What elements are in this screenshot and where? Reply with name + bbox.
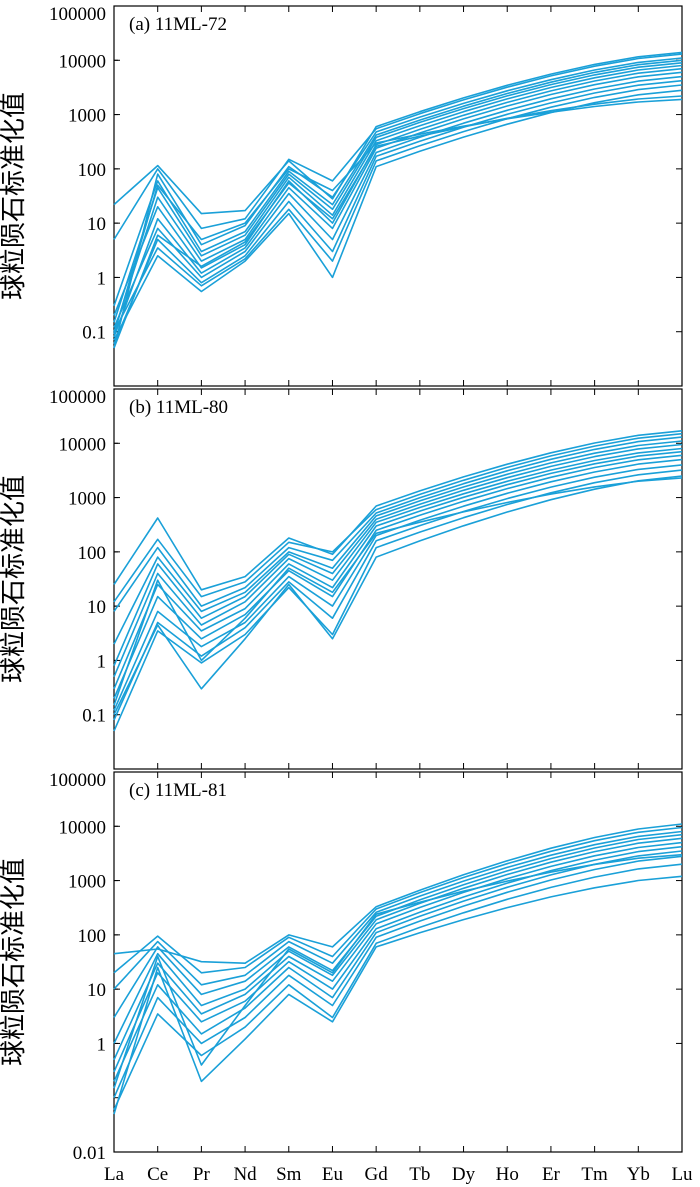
- series-line-4: [113, 833, 683, 1018]
- series-line-8: [113, 850, 683, 1082]
- y-tick-label: 1: [97, 651, 107, 672]
- series-line-12: [113, 89, 683, 341]
- y-axis-label: 球粒陨石标准化值: [0, 858, 28, 1066]
- series-lines: [113, 823, 683, 1115]
- series-line-2: [113, 432, 683, 603]
- series-line-12: [113, 475, 683, 716]
- series-line-5: [113, 443, 683, 667]
- series-line-8: [113, 71, 683, 338]
- y-axis-label: 球粒陨石标准化值: [0, 92, 28, 300]
- series-line-6: [113, 447, 683, 678]
- y-tick-label: 100: [78, 160, 107, 181]
- y-tick-label: 100: [78, 926, 107, 947]
- panel-label: (c) 11ML-81: [129, 780, 227, 801]
- plot-frame: [113, 5, 683, 387]
- y-tick-label: 100000: [49, 4, 106, 25]
- x-tick-label: Eu: [322, 1164, 344, 1185]
- x-tick-label: La: [104, 1164, 125, 1185]
- chart-panel-2: 100000 10000 1000 100 10 1 0.1 (b) 11ML-80 球粒陨石标…: [0, 387, 683, 770]
- y-tick-label: 0.1: [82, 706, 106, 727]
- plot-frame: [113, 771, 683, 1153]
- series-line-2: [113, 53, 683, 240]
- y-tick-label: 10000: [59, 434, 107, 455]
- x-tick-label: Pr: [193, 1164, 211, 1185]
- series-line-10: [113, 863, 683, 1111]
- panel-label: (a) 11ML-72: [129, 14, 227, 35]
- series-line-7: [113, 845, 683, 1073]
- x-tick-label: Dy: [452, 1164, 476, 1185]
- chart-panels: 100000 10000 1000 100 10 1 0.1 (a) 11ML-72 球粒陨石标…: [0, 4, 693, 1185]
- series-line-12: [113, 853, 683, 1089]
- x-tick-label: Tm: [581, 1164, 608, 1185]
- series-line-9: [113, 855, 683, 1099]
- chart-panel-1: 100000 10000 1000 100 10 1 0.1 (a) 11ML-72 球粒陨石标…: [0, 4, 683, 387]
- x-tick-label: Tb: [409, 1164, 430, 1185]
- series-line-11: [113, 84, 683, 333]
- series-line-9: [113, 75, 683, 328]
- series-line-1: [113, 51, 683, 215]
- y-tick-label: 10000: [59, 51, 107, 72]
- series-line-11: [113, 469, 683, 732]
- chart-panel-3: 100000 10000 1000 100 10 1 0.01 (c) 11ML-81 球粒陨石…: [0, 770, 693, 1185]
- series-line-3: [113, 830, 683, 990]
- y-tick-label: 100: [78, 543, 107, 564]
- x-tick-label: Yb: [627, 1164, 650, 1185]
- x-tick-label: Lu: [671, 1164, 693, 1185]
- series-line-7: [113, 67, 683, 316]
- x-tick-label: Nd: [233, 1164, 257, 1185]
- series-line-1: [113, 430, 683, 591]
- series-line-10: [113, 464, 683, 721]
- x-tick-label: Ho: [496, 1164, 519, 1185]
- series-line-4: [113, 440, 683, 645]
- series-line-6: [113, 841, 683, 1061]
- y-tick-label: 0.1: [82, 323, 106, 344]
- y-tick-label: 10: [87, 214, 106, 235]
- series-line-3: [113, 57, 683, 349]
- series-line-11: [113, 875, 683, 1115]
- x-tick-label: Sm: [276, 1164, 302, 1185]
- y-tick-label: 100000: [49, 387, 106, 408]
- series-line-5: [113, 62, 683, 323]
- series-line-5: [113, 837, 683, 1044]
- y-tick-label: 1000: [68, 872, 106, 893]
- y-tick-label: 10000: [59, 817, 107, 838]
- series-lines: [113, 430, 683, 732]
- panel-label: (b) 11ML-80: [129, 397, 228, 418]
- series-line-3: [113, 436, 683, 612]
- series-line-8: [113, 454, 683, 699]
- x-tick-label: Ce: [147, 1164, 168, 1185]
- series-lines: [113, 51, 683, 349]
- series-line-4: [113, 59, 683, 307]
- y-tick-label: 1000: [68, 106, 106, 127]
- y-tick-label: 1000: [68, 489, 106, 510]
- y-tick-label: 100000: [49, 770, 106, 791]
- series-line-7: [113, 450, 683, 690]
- y-tick-label: 10: [87, 980, 106, 1001]
- y-tick-label: 1: [97, 1034, 107, 1055]
- plot-frame: [113, 388, 683, 770]
- x-tick-label: Gd: [365, 1164, 389, 1185]
- y-tick-label: 1: [97, 268, 107, 289]
- series-line-6: [113, 64, 683, 332]
- series-line-13: [113, 477, 683, 706]
- series-line-1: [113, 823, 683, 965]
- y-tick-label: 0.01: [73, 1143, 106, 1164]
- x-tick-label: Er: [542, 1164, 561, 1185]
- y-tick-label: 10: [87, 597, 106, 618]
- series-line-10: [113, 79, 683, 345]
- y-axis-label: 球粒陨石标准化值: [0, 475, 28, 683]
- series-line-14: [113, 98, 683, 335]
- series-line-13: [113, 95, 683, 349]
- series-line-2: [113, 826, 683, 974]
